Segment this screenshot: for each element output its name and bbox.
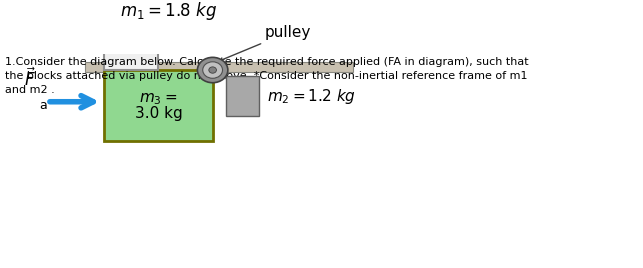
FancyBboxPatch shape — [85, 62, 354, 72]
Circle shape — [197, 57, 228, 83]
Circle shape — [209, 67, 217, 73]
Text: $m_3 =$: $m_3 =$ — [140, 91, 177, 107]
FancyBboxPatch shape — [104, 70, 213, 142]
Text: $m_2 = 1.2$ kg: $m_2 = 1.2$ kg — [267, 87, 356, 106]
Text: pulley: pulley — [223, 25, 311, 59]
FancyBboxPatch shape — [104, 29, 158, 70]
Text: a: a — [39, 99, 47, 111]
FancyBboxPatch shape — [226, 76, 259, 116]
Text: $\vec{F}$: $\vec{F}$ — [24, 67, 36, 90]
Text: 3.0 kg: 3.0 kg — [134, 106, 182, 121]
Circle shape — [203, 62, 222, 78]
Text: $m_1 = 1.8$ kg: $m_1 = 1.8$ kg — [120, 1, 217, 23]
Text: 1.Consider the diagram below. Calculate the required force applied (FA in diagra: 1.Consider the diagram below. Calculate … — [5, 57, 529, 95]
